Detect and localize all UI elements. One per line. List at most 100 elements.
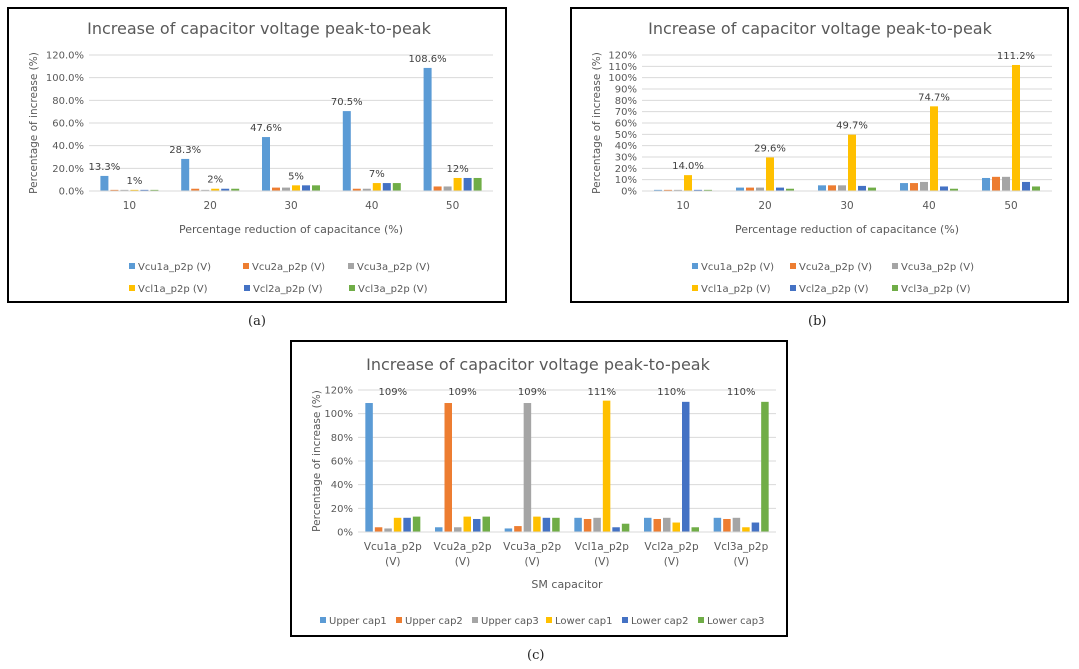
- bar: [444, 403, 452, 532]
- chart-a: Increase of capacitor voltage peak-to-pe…: [28, 19, 493, 295]
- y-tick-label: 20%: [331, 504, 353, 515]
- legend-entry: Vcu1a_p2p (V): [138, 262, 211, 273]
- legend-entry: Lower cap3: [707, 616, 764, 627]
- legend-entry: Vcu1a_p2p (V): [701, 262, 774, 273]
- legend-swatch: [129, 263, 135, 269]
- bar: [602, 400, 611, 532]
- legend-swatch: [892, 285, 898, 291]
- data-label: 111.2%: [997, 51, 1035, 62]
- x-tick-label: 40: [365, 200, 378, 212]
- bar: [463, 177, 472, 191]
- y-tick-label: 0%: [621, 187, 637, 198]
- legend-entry: Vcl3a_p2p (V): [901, 284, 971, 295]
- bar: [593, 517, 601, 532]
- data-label: 47.6%: [250, 123, 282, 134]
- data-label: 111%: [588, 387, 617, 398]
- bar: [392, 183, 401, 191]
- x-tick-label: Vcu1a_p2p: [364, 541, 422, 553]
- data-label: 1%: [126, 176, 142, 187]
- y-tick-label: 60%: [615, 119, 637, 130]
- bar: [181, 158, 190, 191]
- bar: [900, 183, 908, 191]
- bar: [433, 186, 442, 191]
- data-label: 74.7%: [918, 92, 950, 103]
- bar: [663, 517, 671, 532]
- bar: [453, 177, 462, 191]
- data-label: 109%: [518, 387, 547, 398]
- legend-entry: Vcl3a_p2p (V): [358, 284, 428, 295]
- bar: [110, 189, 119, 191]
- bar: [1002, 176, 1010, 191]
- bar: [664, 189, 672, 191]
- x-tick-label: (V): [524, 556, 539, 568]
- y-axis-label: Percentage of increase (%): [28, 52, 40, 194]
- legend-entry: Vcl2a_p2p (V): [799, 284, 869, 295]
- bar: [583, 518, 592, 532]
- bar: [514, 526, 522, 532]
- x-tick-label: 30: [840, 200, 853, 212]
- bar: [736, 187, 744, 191]
- bar: [130, 189, 139, 191]
- bar: [674, 189, 682, 191]
- legend-entry: Vcu2a_p2p (V): [799, 262, 872, 273]
- x-tick-label: 20: [204, 200, 217, 212]
- x-tick-label: 50: [446, 200, 459, 212]
- y-tick-label: 30%: [615, 153, 637, 164]
- bar: [523, 403, 532, 532]
- bar: [1032, 186, 1040, 191]
- y-tick-label: 0.0%: [59, 187, 84, 198]
- legend-swatch: [244, 285, 250, 291]
- bar: [858, 185, 866, 191]
- legend-swatch: [622, 617, 628, 623]
- bar: [694, 189, 702, 191]
- chart-b: Increase of capacitor voltage peak-to-pe…: [591, 19, 1052, 295]
- bar: [120, 189, 129, 191]
- y-tick-label: 80.0%: [52, 96, 84, 107]
- legend-swatch: [396, 617, 402, 623]
- bar: [574, 517, 582, 532]
- bar: [443, 186, 452, 191]
- data-label: 109%: [379, 387, 408, 398]
- y-tick-label: 60%: [331, 457, 353, 468]
- legend-entry: Upper cap3: [481, 616, 539, 627]
- bar: [704, 189, 712, 191]
- x-tick-label: (V): [455, 556, 470, 568]
- data-label: 110%: [727, 387, 756, 398]
- bar: [312, 185, 320, 191]
- bar: [713, 517, 722, 532]
- x-tick-label: Vcl3a_p2p: [714, 541, 769, 553]
- legend-entry: Vcu2a_p2p (V): [252, 262, 325, 273]
- legend-swatch: [892, 263, 898, 269]
- x-tick-label: (V): [733, 556, 748, 568]
- x-axis-label: Percentage reduction of capacitance (%): [179, 223, 403, 236]
- bar: [684, 175, 692, 191]
- bar: [682, 401, 690, 532]
- y-tick-label: 80%: [615, 96, 637, 107]
- x-tick-label: (V): [385, 556, 400, 568]
- legend-swatch: [320, 617, 326, 623]
- bar: [992, 176, 1000, 191]
- data-label: 110%: [657, 387, 686, 398]
- chart-title: Increase of capacitor voltage peak-to-pe…: [87, 19, 431, 38]
- bar: [150, 189, 159, 191]
- y-tick-label: 20.0%: [52, 164, 84, 175]
- bar: [292, 185, 300, 191]
- bar: [761, 401, 769, 532]
- bar: [838, 185, 846, 191]
- caption-c: (c): [527, 648, 545, 663]
- y-axis-label: Percentage of increase (%): [591, 52, 603, 194]
- data-label: 108.6%: [409, 54, 447, 65]
- legend-swatch: [790, 263, 796, 269]
- bar: [1022, 181, 1030, 191]
- legend-swatch: [348, 263, 354, 269]
- bar: [504, 528, 513, 532]
- bar: [950, 188, 958, 191]
- legend-swatch: [546, 617, 552, 623]
- legend-entry: Vcl1a_p2p (V): [701, 284, 771, 295]
- legend-swatch: [129, 285, 135, 291]
- y-tick-label: 100.0%: [46, 73, 84, 84]
- bar: [552, 517, 560, 532]
- x-axis-label: SM capacitor: [531, 578, 603, 591]
- y-tick-label: 90%: [615, 85, 637, 96]
- bar: [454, 527, 462, 532]
